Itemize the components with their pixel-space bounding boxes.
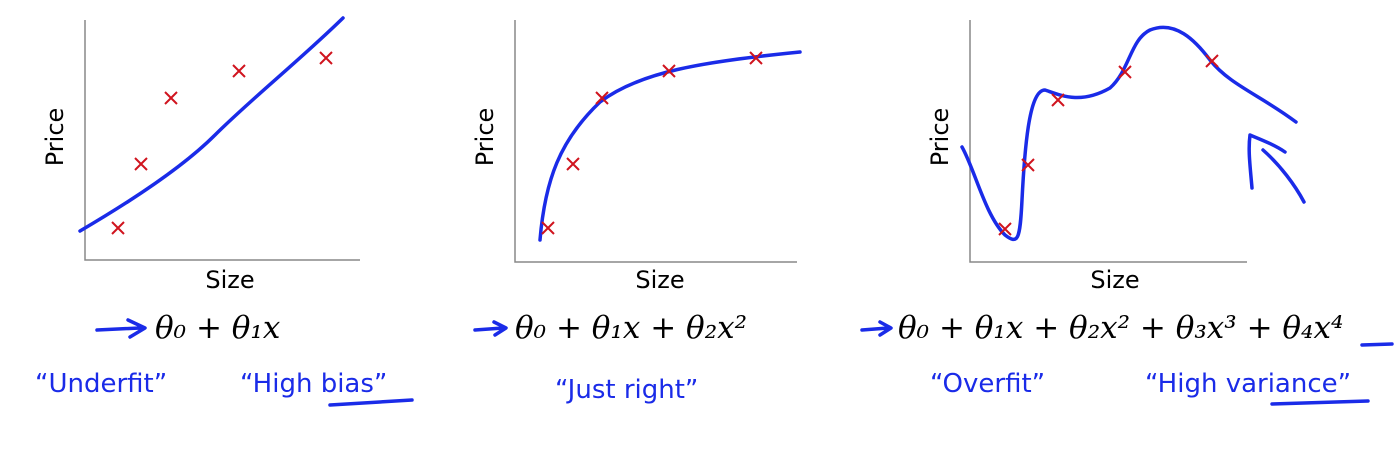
panel-underfit: Price Size θ₀ + θ₁x “Underfit” “High bia… bbox=[35, 16, 414, 407]
data-points bbox=[541, 51, 763, 235]
panel-just-right: Price Size θ₀ + θ₁x + θ₂x² “Just right” bbox=[471, 20, 802, 405]
y-label: Price bbox=[926, 108, 954, 167]
y-label: Price bbox=[41, 108, 69, 167]
fit-curve bbox=[960, 25, 1298, 242]
note: “Just right” bbox=[555, 375, 698, 405]
data-points bbox=[998, 54, 1219, 236]
note: “High bias” bbox=[240, 369, 387, 399]
axes bbox=[84, 20, 360, 261]
data-points bbox=[111, 51, 333, 235]
arrow bbox=[860, 320, 893, 337]
underline bbox=[328, 398, 414, 407]
arrow bbox=[95, 318, 147, 339]
panel-overfit: Price Size θ₀ + θ₁x + θ₂x² + θ₃x³ + θ₄x⁴… bbox=[860, 20, 1394, 406]
x-label: Size bbox=[635, 266, 684, 294]
formula: θ₀ + θ₁x bbox=[155, 310, 281, 346]
axes bbox=[969, 20, 1247, 263]
axes bbox=[514, 20, 797, 263]
formula: θ₀ + θ₁x + θ₂x² + θ₃x³ + θ₄x⁴ bbox=[898, 310, 1343, 346]
note: “Overfit” bbox=[930, 369, 1045, 399]
arrow bbox=[473, 320, 508, 337]
x-label: Size bbox=[1090, 266, 1139, 294]
arrow-annotation bbox=[1247, 133, 1306, 204]
note: “High variance” bbox=[1145, 369, 1351, 399]
y-label: Price bbox=[471, 108, 499, 167]
fit-line bbox=[78, 16, 345, 233]
formula: θ₀ + θ₁x + θ₂x² bbox=[515, 310, 747, 346]
fit-curve bbox=[538, 50, 802, 242]
underline bbox=[1270, 342, 1394, 406]
note: “Underfit” bbox=[35, 369, 167, 399]
x-label: Size bbox=[205, 266, 254, 294]
